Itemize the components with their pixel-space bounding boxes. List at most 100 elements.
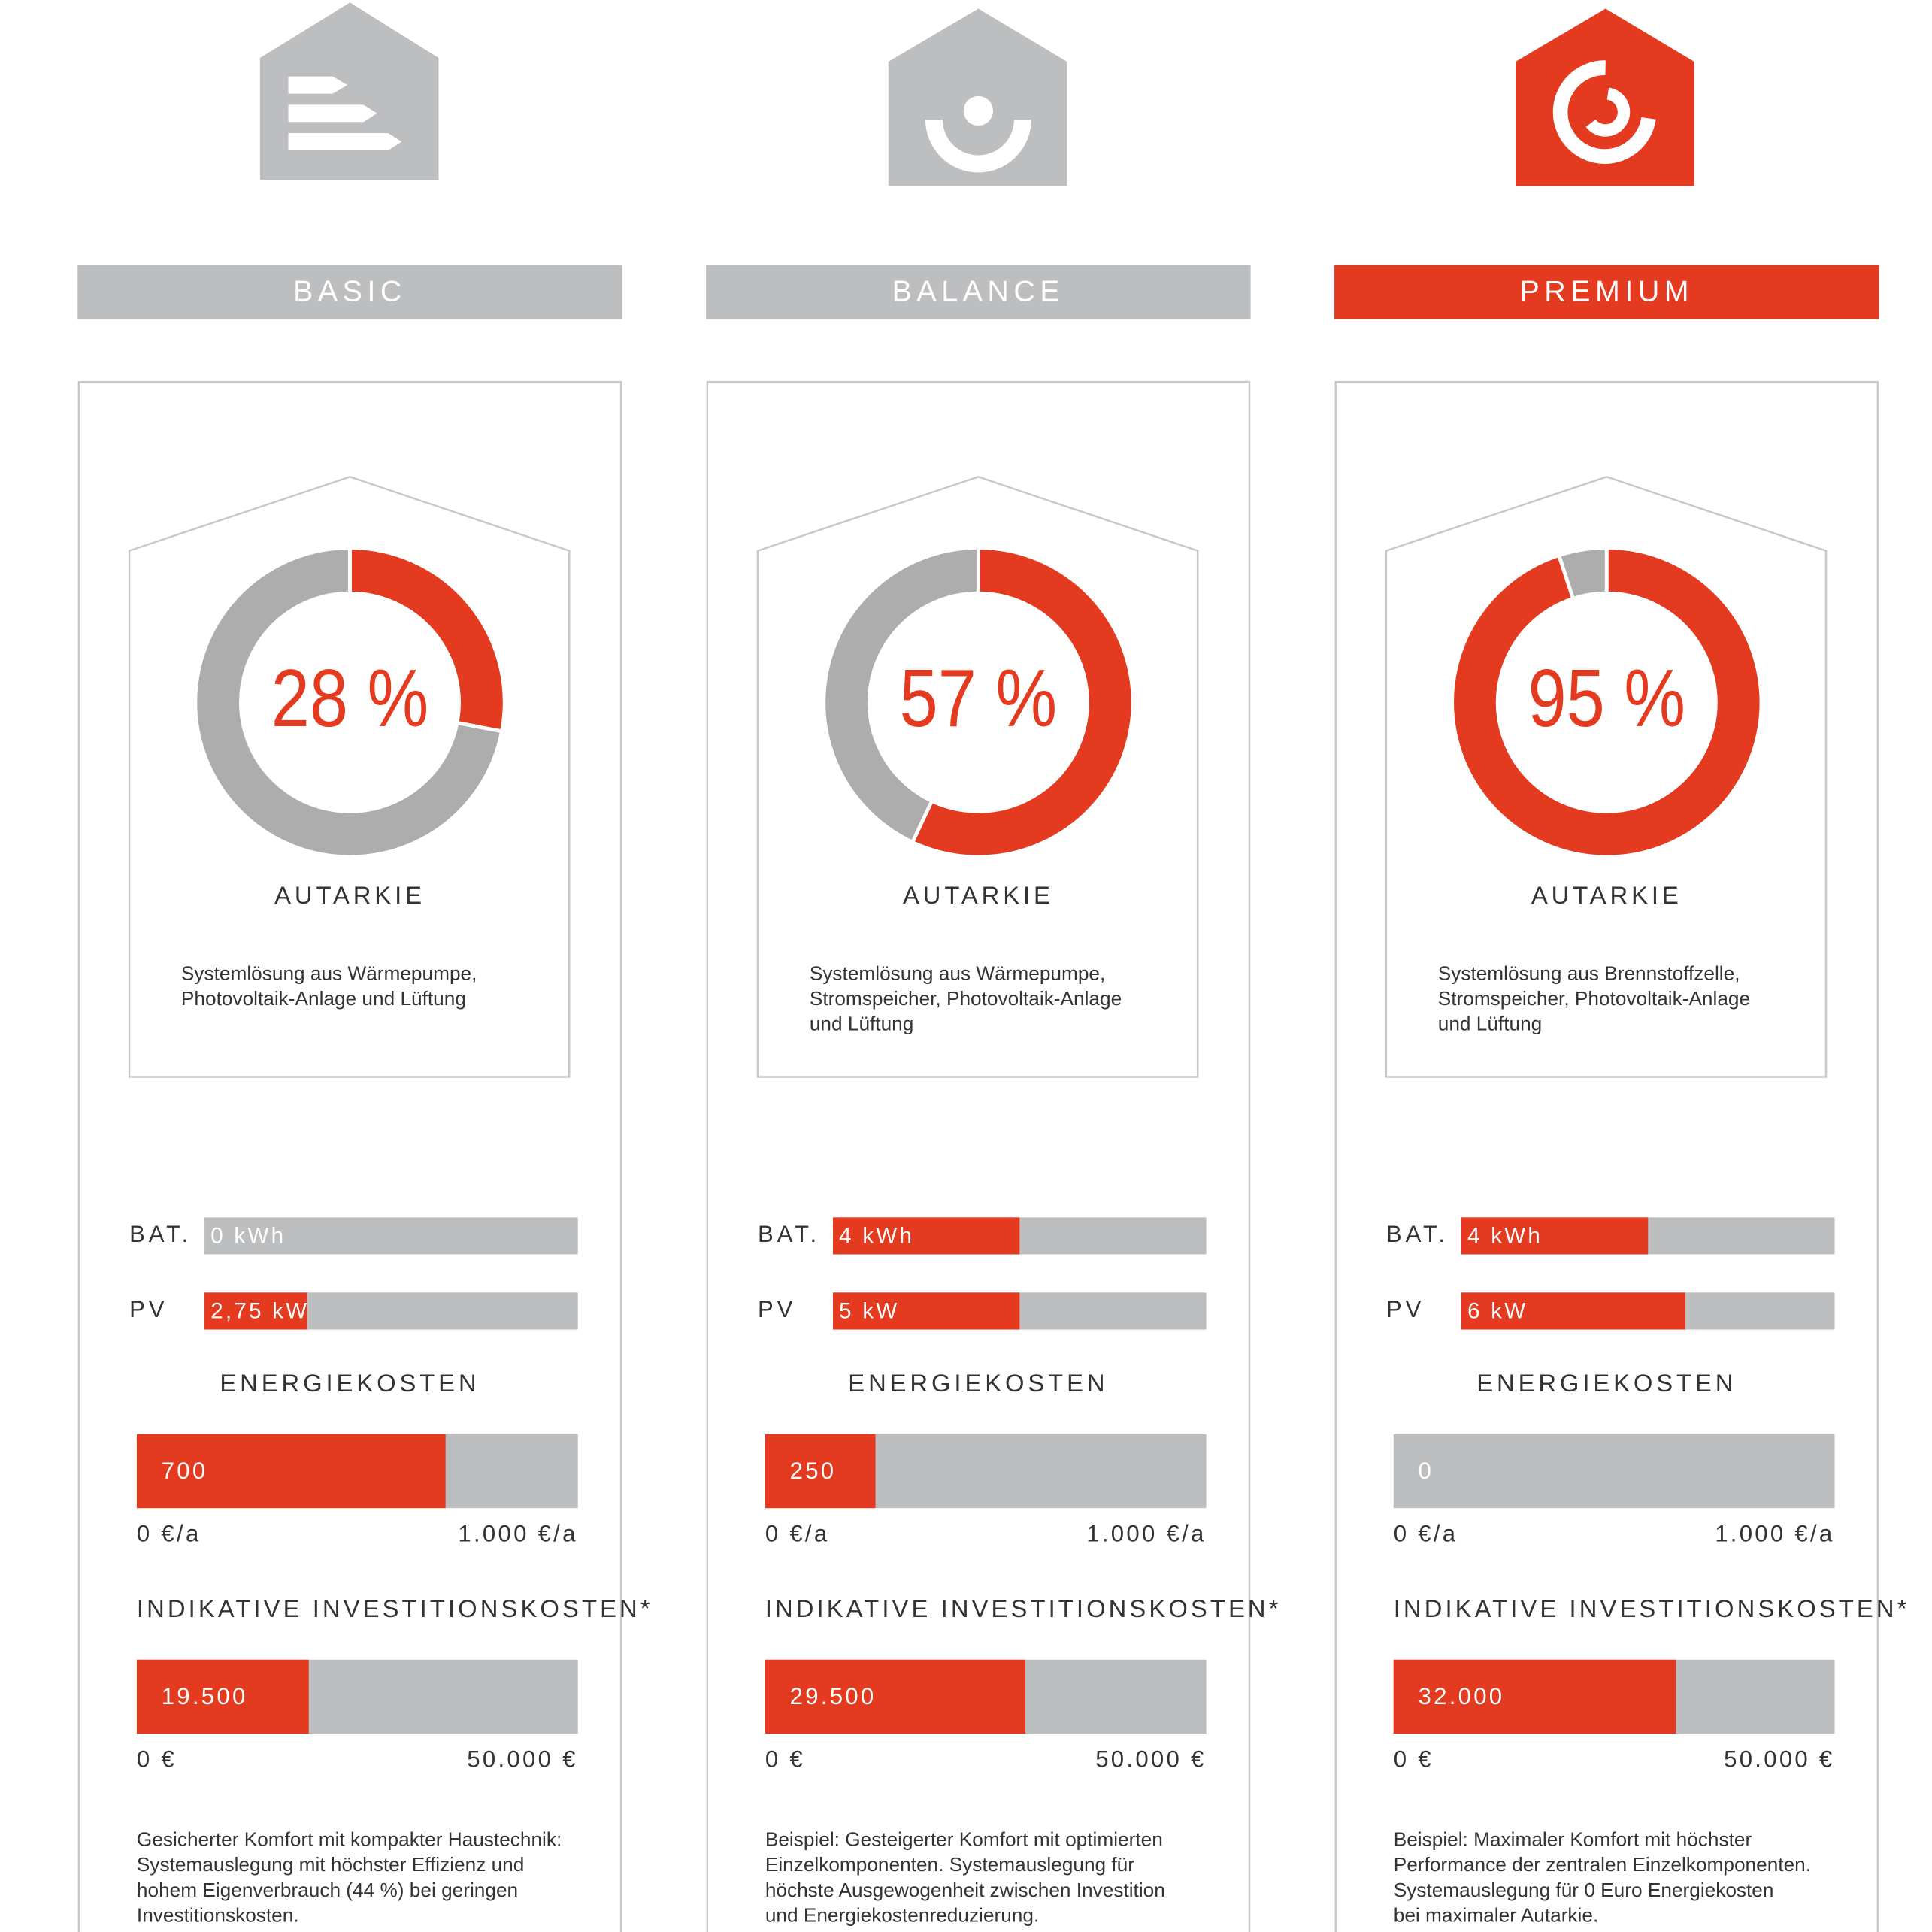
battery-label: BAT. — [1386, 1221, 1449, 1247]
icon-bar — [288, 104, 377, 123]
pv-label: PV — [758, 1296, 796, 1322]
scale-max: 1.000 €/a — [1715, 1520, 1834, 1546]
scale-max: 1.000 €/a — [458, 1520, 577, 1546]
bar — [765, 1434, 876, 1509]
bar-value-label: 0 kWh — [210, 1223, 286, 1248]
icon-bar — [288, 76, 348, 94]
house-outline — [128, 476, 571, 1078]
scale-min: 0 €/a — [137, 1520, 201, 1546]
battery-label: BAT. — [758, 1221, 820, 1247]
icon-spiral — [1552, 60, 1656, 164]
bar-track — [1393, 1434, 1835, 1509]
icon-house — [259, 2, 439, 180]
scale-max: 1.000 €/a — [1086, 1520, 1206, 1546]
donut-divider — [457, 721, 502, 734]
bar-value-label: 6 kW — [1467, 1298, 1528, 1323]
description-line: und Lüftung — [1438, 1013, 1543, 1035]
description-line: Systemlösung aus Brennstoffzelle, — [1438, 961, 1740, 984]
note-line: Performance der zentralen Einzelkomponen… — [1394, 1853, 1811, 1876]
energy-title: ENERGIEKOSTEN — [220, 1369, 480, 1397]
scale-min: 0 €/a — [765, 1520, 830, 1546]
note-line: hohem Eigenverbrauch (44 %) bei geringen — [137, 1879, 518, 1901]
icon-house — [1516, 8, 1694, 186]
donut-segment — [349, 550, 503, 731]
bar — [204, 1292, 307, 1330]
bar — [1461, 1217, 1649, 1255]
house-outline — [1385, 476, 1828, 1078]
bar-value-label: 32.000 — [1419, 1683, 1505, 1709]
bar-value-label: 4 kWh — [839, 1223, 914, 1248]
icon-basic — [259, 2, 439, 180]
energy-title: ENERGIEKOSTEN — [1476, 1369, 1737, 1397]
description-line: Stromspeicher, Photovoltaik-Anlage — [810, 987, 1122, 1010]
scale-max: 50.000 € — [1724, 1746, 1834, 1772]
header-title: PREMIUM — [1519, 274, 1694, 307]
battery-label: BAT. — [129, 1221, 192, 1247]
house-outline — [756, 476, 1199, 1078]
bar-track — [204, 1217, 578, 1255]
bar-value-label: 700 — [162, 1458, 208, 1484]
donut-segment — [913, 550, 1131, 855]
note-line: Beispiel: Maximaler Komfort mit höchster — [1394, 1828, 1752, 1851]
investment-title: INDIKATIVE INVESTITIONSKOSTEN* — [1394, 1594, 1910, 1622]
autarkie-title: AUTARKIE — [903, 881, 1054, 909]
description-line: und Lüftung — [810, 1013, 914, 1035]
note-line: Beispiel: Gesteigerter Komfort mit optim… — [765, 1828, 1163, 1851]
donut-divider — [1557, 555, 1575, 599]
icon-spiral — [1585, 87, 1631, 137]
description-line: Photovoltaik-Anlage und Lüftung — [181, 987, 466, 1010]
card-outline — [1334, 380, 1879, 1932]
card-outline — [706, 380, 1251, 1932]
scale-min: 0 € — [765, 1746, 805, 1772]
header-title: BASIC — [293, 274, 407, 307]
note-line: Gesicherter Komfort mit kompakter Hauste… — [137, 1828, 562, 1851]
bar — [765, 1659, 1026, 1734]
autarkie-value: 95 % — [1528, 653, 1686, 744]
description-line: Stromspeicher, Photovoltaik-Anlage — [1438, 987, 1750, 1010]
bar — [832, 1217, 1020, 1255]
donut-divider — [910, 801, 934, 843]
note-line: Systemauslegung für 0 Euro Energiekosten — [1394, 1879, 1774, 1901]
bar — [1461, 1292, 1685, 1330]
scale-min: 0 € — [137, 1746, 177, 1772]
investment-title: INDIKATIVE INVESTITIONSKOSTEN* — [765, 1594, 1282, 1622]
icon-bar — [288, 133, 402, 150]
autarkie-title: AUTARKIE — [274, 881, 425, 909]
bar — [832, 1292, 1020, 1330]
bar-value-label: 5 kW — [839, 1298, 899, 1323]
description-line: Systemlösung aus Wärmepumpe, — [810, 961, 1105, 984]
icon-smile — [925, 119, 1031, 173]
bar-value-label: 0 — [1419, 1458, 1434, 1484]
autarkie-title: AUTARKIE — [1531, 881, 1682, 909]
donut-segment — [1454, 550, 1760, 855]
card-outline — [77, 380, 622, 1932]
energy-title: ENERGIEKOSTEN — [848, 1369, 1108, 1397]
icon-balance — [888, 8, 1067, 186]
icon-dot — [963, 95, 994, 126]
autarkie-value: 57 % — [900, 653, 1058, 744]
description-line: Systemlösung aus Wärmepumpe, — [181, 961, 477, 984]
scale-max: 50.000 € — [1095, 1746, 1206, 1772]
note-line: höchste Ausgewogenheit zwischen Investit… — [765, 1879, 1165, 1901]
note-line: und Energiekostenreduzierung. — [765, 1903, 1039, 1926]
bar-value-label: 2,75 kW — [210, 1298, 309, 1323]
icon-premium — [1516, 8, 1694, 186]
bar-value-label: 4 kWh — [1467, 1223, 1543, 1248]
bar — [136, 1434, 446, 1509]
investment-title: INDIKATIVE INVESTITIONSKOSTEN* — [137, 1594, 653, 1622]
header-title: BALANCE — [892, 274, 1065, 307]
scale-max: 50.000 € — [467, 1746, 577, 1772]
bar-value-label: 29.500 — [790, 1683, 877, 1709]
note-line: Investitionskosten. — [137, 1903, 299, 1926]
bar-value-label: 250 — [790, 1458, 837, 1484]
autarkie-value: 28 % — [271, 653, 429, 744]
pv-label: PV — [1386, 1296, 1425, 1322]
bar — [136, 1659, 309, 1734]
bar-value-label: 19.500 — [162, 1683, 248, 1709]
pv-label: PV — [129, 1296, 168, 1322]
header-bar — [77, 265, 622, 319]
header-bar — [1334, 265, 1879, 319]
note-line: Einzelkomponenten. Systemauslegung für — [765, 1853, 1134, 1876]
